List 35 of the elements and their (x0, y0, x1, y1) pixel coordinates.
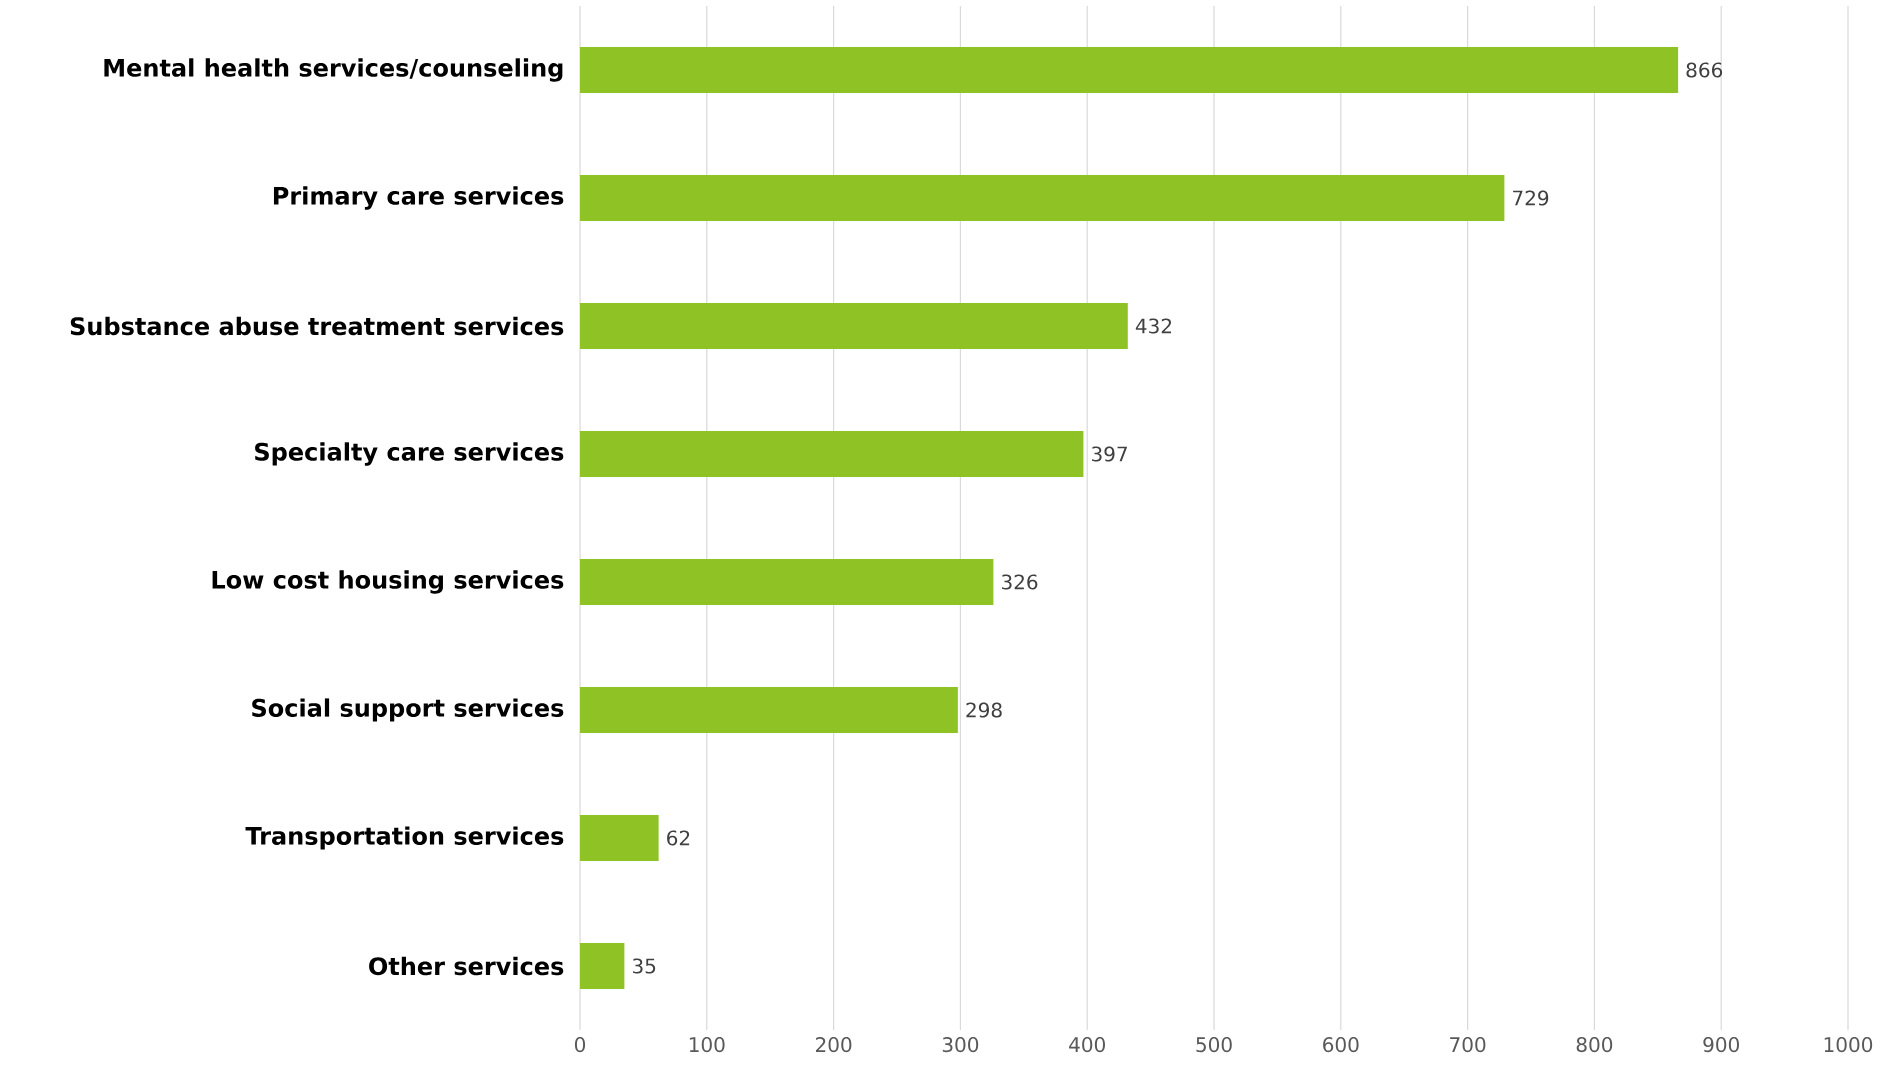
y-tick-label: Mental health services/counseling (104, 58, 563, 82)
x-tick-label: 100 (689, 1037, 725, 1053)
bar (580, 814, 659, 862)
x-tick-label: 800 (1576, 1037, 1613, 1053)
y-tick-label: Specialty care services (255, 442, 564, 466)
bar (580, 686, 958, 734)
x-tick-label: 0 (574, 1037, 586, 1053)
data-label: 298 (966, 702, 1002, 718)
data-label: 62 (667, 830, 690, 846)
y-tick-label: Social support services (252, 698, 564, 722)
bar (580, 174, 1505, 222)
y-tick-label: Transportation services (245, 826, 564, 850)
x-tick-label: 500 (1196, 1037, 1232, 1053)
bar (580, 46, 1679, 94)
data-label: 432 (1135, 318, 1172, 334)
x-tick-label: 300 (942, 1037, 979, 1053)
bar (580, 302, 1128, 350)
x-tick-label: 200 (816, 1037, 852, 1053)
y-tick-label: Primary care services (273, 186, 564, 210)
x-tick-label: 600 (1323, 1037, 1359, 1053)
x-tick-label: 700 (1450, 1037, 1486, 1053)
data-label: 326 (1001, 574, 1038, 590)
data-label: 729 (1513, 190, 1549, 206)
y-tick-label: Other services (369, 956, 564, 976)
bar (580, 558, 994, 606)
x-tick-label: 400 (1069, 1037, 1105, 1053)
bar (580, 430, 1084, 478)
y-tick-label: Low cost housing services (212, 570, 564, 594)
x-tick-label: 1000 (1824, 1037, 1873, 1053)
data-label: 397 (1092, 446, 1127, 462)
x-tick-label: 900 (1703, 1037, 1739, 1053)
bar (580, 942, 625, 990)
data-label: 866 (1686, 62, 1723, 78)
data-label: 35 (632, 958, 656, 974)
y-tick-label: Substance abuse treatment services (70, 316, 564, 336)
